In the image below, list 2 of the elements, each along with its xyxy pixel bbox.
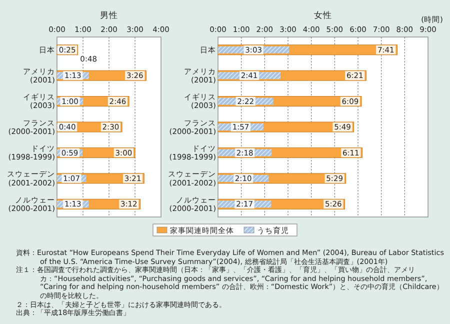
chart-title: 女性 <box>314 10 332 21</box>
chart-title: 男性 <box>100 10 118 21</box>
